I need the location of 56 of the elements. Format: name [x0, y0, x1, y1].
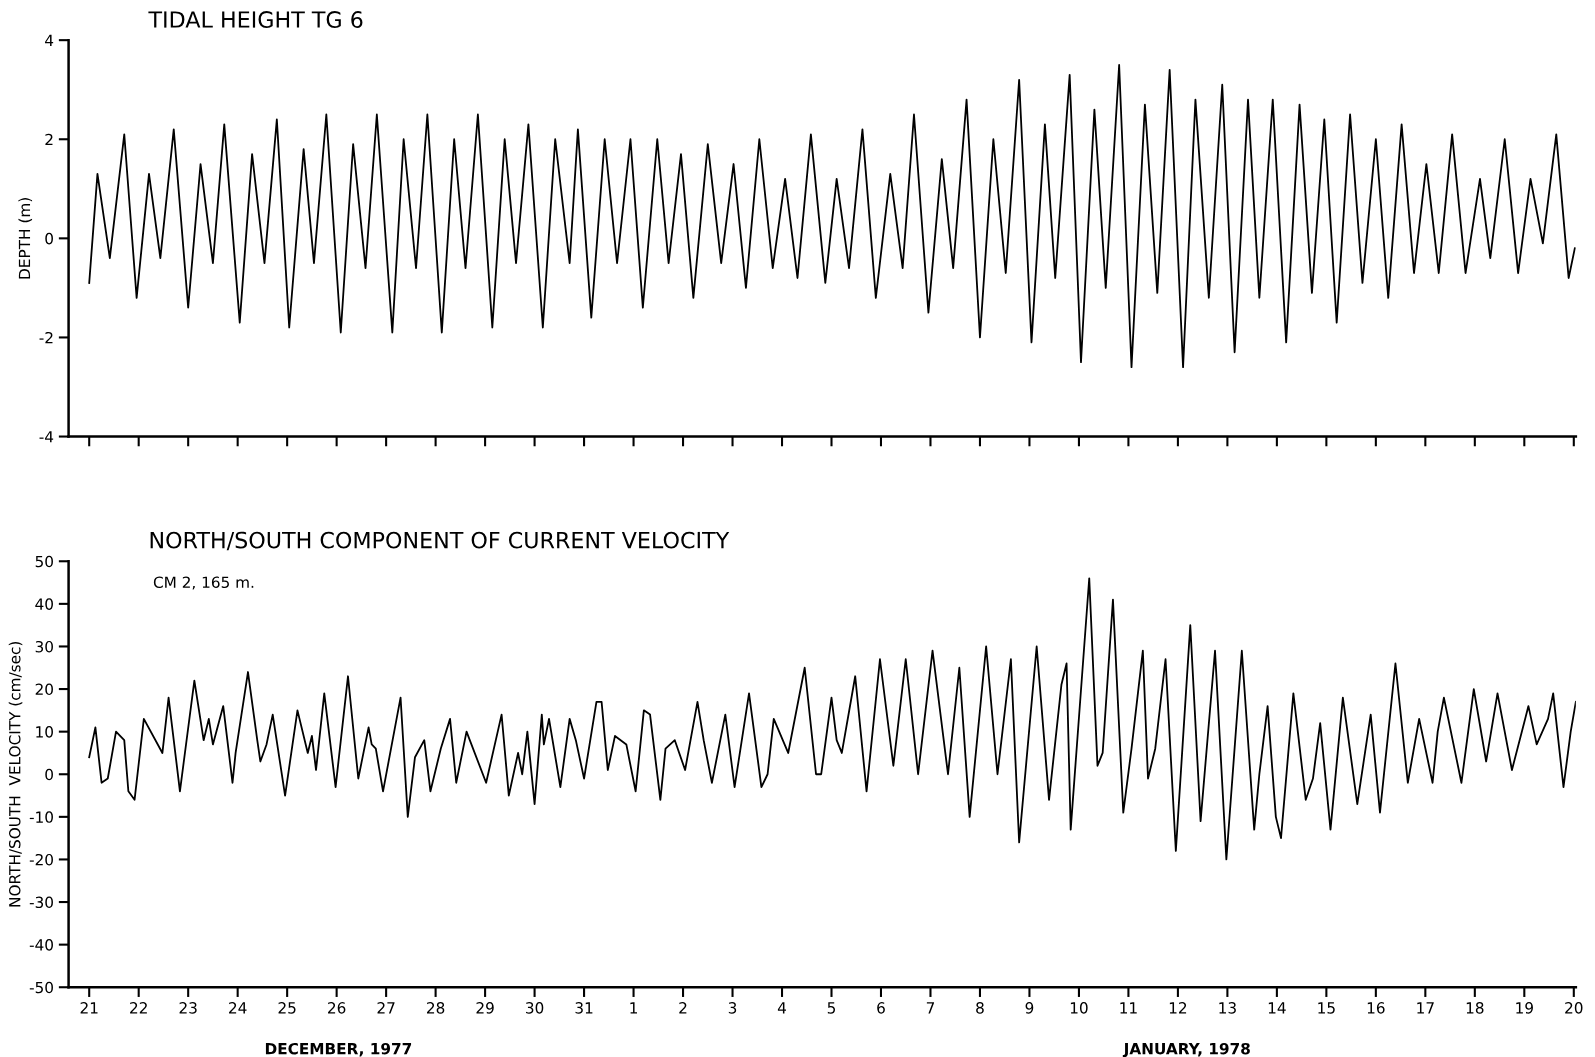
y-tick-label: -4 — [39, 431, 54, 443]
x-tick-label: 2 — [679, 1002, 687, 1014]
x-tick-label: 20 — [1565, 1002, 1583, 1014]
y-tick-label: 40 — [35, 598, 53, 610]
x-tick-label: 24 — [229, 1002, 247, 1014]
line-series — [88, 577, 1576, 861]
y-axis-title: DEPTH (m) — [18, 198, 33, 279]
y-tick-label: 2 — [45, 133, 53, 146]
text: JANUARY, 1978 — [1122, 1042, 1250, 1057]
x-tick-label: 5 — [827, 1002, 836, 1014]
y-axis-title: NORTH/SOUTH VELOCITY (cm/sec) — [8, 641, 23, 907]
x-tick-label: 28 — [427, 1002, 445, 1014]
x-tick-label: 31 — [575, 1002, 593, 1014]
y-tick-label: 0 — [45, 768, 53, 781]
y-tick-label: 4 — [45, 34, 54, 46]
x-tick-label: 26 — [328, 1002, 346, 1014]
x-tick-label: 10 — [1070, 1002, 1088, 1014]
y-tick-label: -50 — [29, 981, 53, 994]
y-tick-label: -30 — [29, 896, 53, 909]
x-tick-label: 6 — [877, 1002, 885, 1014]
x-tick-label: 1 — [630, 1002, 637, 1014]
y-tick-label: 20 — [35, 683, 53, 696]
x-tick-label: 29 — [476, 1002, 494, 1014]
x-tick-label: 23 — [179, 1002, 197, 1014]
chart-title: TIDAL HEIGHT TG 6 — [148, 11, 363, 28]
x-tick-label: 8 — [976, 1002, 984, 1014]
y-tick-label: -40 — [29, 939, 53, 951]
x-tick-label: 13 — [1219, 1002, 1236, 1014]
chart-title: NORTH/SOUTH COMPONENT OF CURRENT VELOCITY — [150, 531, 730, 551]
y-tick-label: 30 — [35, 640, 53, 653]
y-tick-label: -20 — [29, 853, 53, 866]
text: CM 2, 165 m. — [153, 576, 254, 590]
y-tick-label: 0 — [45, 232, 53, 245]
x-tick-label: 7 — [926, 1002, 935, 1014]
x-tick-label: 16 — [1367, 1002, 1385, 1014]
x-tick-label: 12 — [1169, 1002, 1187, 1014]
x-tick-label: 18 — [1466, 1002, 1484, 1014]
y-tick-label: -2 — [39, 331, 53, 344]
x-tick-label: 22 — [130, 1002, 147, 1014]
line-series — [88, 64, 1576, 369]
x-tick-label: 21 — [80, 1002, 98, 1014]
x-tick-label: 25 — [278, 1002, 296, 1014]
x-tick-label: 11 — [1120, 1002, 1137, 1014]
x-tick-label: 17 — [1417, 1002, 1434, 1014]
y-tick-label: 10 — [36, 726, 53, 738]
y-tick-label: 50 — [35, 555, 53, 568]
x-tick-label: 19 — [1516, 1002, 1533, 1014]
x-tick-label: 14 — [1268, 1002, 1286, 1014]
x-tick-label: 3 — [728, 1002, 737, 1014]
x-tick-label: 15 — [1318, 1002, 1335, 1014]
x-tick-label: 4 — [777, 1002, 787, 1014]
y-tick-label: -10 — [29, 811, 53, 823]
x-tick-label: 30 — [526, 1002, 544, 1014]
x-tick-label: 27 — [377, 1002, 395, 1014]
x-tick-label: 9 — [1025, 1002, 1034, 1014]
text: DECEMBER, 1977 — [265, 1042, 412, 1057]
